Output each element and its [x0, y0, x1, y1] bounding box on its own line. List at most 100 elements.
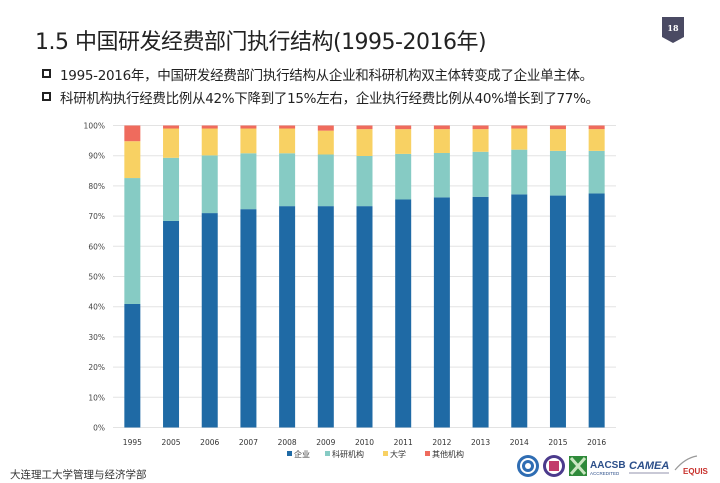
y-tick-label: 40% [88, 303, 105, 312]
bar-segment [395, 125, 412, 130]
bar-segment [240, 153, 257, 210]
bar-segment [201, 155, 218, 214]
school-seal-logo [543, 455, 565, 477]
bar-segment [395, 199, 412, 428]
bar-segment [356, 206, 373, 428]
y-tick-label: 50% [88, 273, 105, 282]
bar-segment [511, 128, 528, 150]
y-tick-label: 70% [88, 212, 105, 221]
bullet-text: 科研机构执行经费比例从42%下降到了15%左右，企业执行经费比例从40%增长到了… [60, 90, 599, 107]
bullet-text: 1995-2016年，中国研发经费部门执行结构从企业和科研机构双主体转变成了企业… [60, 67, 593, 84]
bar-segment [433, 152, 450, 198]
bar-segment [163, 220, 180, 428]
page-number-badge: 18 [662, 17, 684, 43]
accreditation-logos: AACSB ACCREDITED CAMEA EQUIS [517, 455, 709, 477]
legend-swatch [325, 451, 330, 456]
x-tick-label: 2008 [278, 438, 297, 447]
bar-segment [433, 129, 450, 153]
bar-segment [124, 303, 141, 428]
page-number: 18 [667, 23, 679, 33]
x-tick-label: 1995 [123, 438, 142, 447]
bar-segment [279, 153, 296, 207]
bar-segment [588, 193, 605, 428]
legend-label: 大学 [390, 449, 406, 459]
bar-segment [472, 129, 489, 152]
bar-segment [356, 125, 373, 130]
bar-segment [163, 125, 180, 129]
bar-segment [201, 213, 218, 428]
bar-segment [511, 125, 528, 129]
bar-segment [201, 128, 218, 156]
x-tick-label: 2006 [200, 438, 219, 447]
camea-logo: CAMEA [629, 460, 669, 474]
bar-segment [240, 125, 257, 129]
x-tick-label: 2005 [161, 438, 180, 447]
y-tick-label: 80% [88, 182, 105, 191]
equis-logo: EQUIS [674, 455, 709, 476]
bullet-item: 1995-2016年，中国研发经费部门执行结构从企业和科研机构双主体转变成了企业… [42, 62, 599, 85]
footer-institution: 大连理工大学管理与经济学部 [10, 469, 147, 481]
square-bullet-icon [42, 92, 51, 101]
university-seal-logo [517, 455, 539, 477]
svg-text:EQUIS: EQUIS [683, 467, 709, 476]
legend-swatch [383, 451, 388, 456]
bar-segment [317, 125, 334, 131]
bar-segment [124, 125, 141, 142]
y-tick-label: 10% [88, 393, 105, 402]
x-tick-label: 2016 [587, 438, 606, 447]
bar-segment [472, 151, 489, 197]
bar-segment [549, 195, 566, 428]
x-tick-label: 2009 [316, 438, 335, 447]
bar-segment [549, 129, 566, 151]
bar-segment [124, 178, 141, 304]
bar-segment [240, 128, 257, 154]
y-tick-label: 60% [88, 242, 105, 251]
bar-segment [279, 125, 296, 129]
bar-segment [511, 149, 528, 195]
bar-segment [588, 125, 605, 130]
x-tick-label: 2015 [548, 438, 567, 447]
svg-text:ACCREDITED: ACCREDITED [590, 471, 620, 476]
bar-segment [317, 130, 334, 155]
bar-segment [163, 128, 180, 158]
aacsb-logo: AACSB ACCREDITED [569, 456, 626, 476]
square-bullet-icon [42, 69, 51, 78]
x-tick-label: 2013 [471, 438, 490, 447]
bar-segment [433, 125, 450, 130]
bar-segment [549, 125, 566, 130]
bar-segment [317, 154, 334, 207]
y-tick-label: 30% [88, 333, 105, 342]
bar-segment [472, 125, 489, 130]
bar-segment [201, 125, 218, 129]
legend-swatch [425, 451, 430, 456]
bar-segment [279, 128, 296, 154]
legend-swatch [287, 451, 292, 456]
bar-segment [163, 157, 180, 221]
bar-segment [588, 150, 605, 194]
bar-segment [356, 129, 373, 157]
x-tick-label: 2014 [510, 438, 529, 447]
y-tick-label: 20% [88, 363, 105, 372]
x-tick-label: 2010 [355, 438, 374, 447]
y-tick-label: 90% [88, 152, 105, 161]
svg-text:CAMEA: CAMEA [629, 460, 669, 472]
bar-segment [511, 194, 528, 428]
x-tick-label: 2012 [432, 438, 451, 447]
legend-label: 企业 [294, 449, 310, 459]
bar-segment [356, 156, 373, 207]
bar-segment [549, 150, 566, 196]
bar-segment [317, 206, 334, 428]
bar-segment [433, 197, 450, 428]
y-tick-label: 100% [84, 122, 105, 131]
legend-label: 其他机构 [432, 449, 464, 459]
bar-segment [472, 196, 489, 428]
x-tick-label: 2007 [239, 438, 258, 447]
x-tick-label: 2011 [394, 438, 413, 447]
legend-label: 科研机构 [332, 449, 364, 459]
bookmark-icon [662, 17, 684, 43]
bullet-item: 科研机构执行经费比例从42%下降到了15%左右，企业执行经费比例从40%增长到了… [42, 85, 599, 108]
svg-text:AACSB: AACSB [590, 460, 626, 471]
bar-segment [395, 129, 412, 154]
bullet-list: 1995-2016年，中国研发经费部门执行结构从企业和科研机构双主体转变成了企业… [42, 62, 599, 108]
